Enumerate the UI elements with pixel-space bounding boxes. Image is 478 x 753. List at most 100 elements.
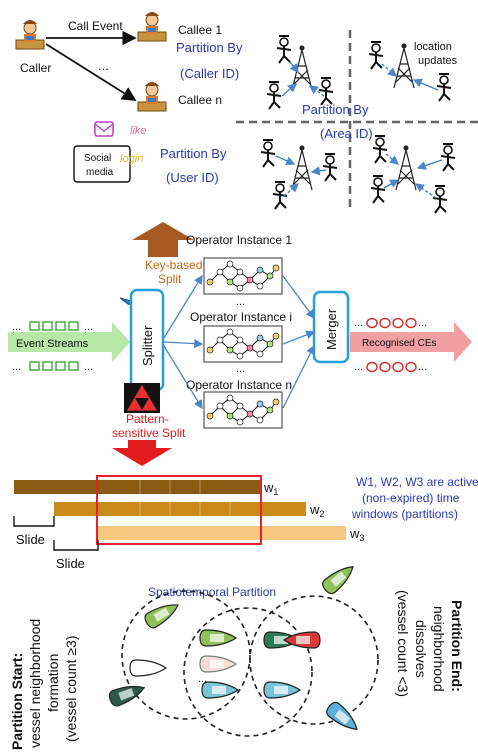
split-arrows bbox=[163, 274, 316, 410]
login-tag: login bbox=[120, 153, 143, 165]
vessel-icon bbox=[107, 679, 148, 709]
partition-start-label: Partition Start: bbox=[9, 653, 25, 750]
windows-desc-line-3: windows (partitions) bbox=[351, 507, 458, 521]
time-window-panel: w1 w2 w3 W1, W2, W3 are active (non-expi… bbox=[13, 475, 478, 571]
person-icon bbox=[370, 175, 386, 204]
caller-figure bbox=[15, 19, 45, 50]
partition-end-line-3: dissolves bbox=[413, 620, 429, 678]
operator-instance-1: Operator Instance 1 bbox=[186, 233, 292, 247]
operator-graph-i bbox=[203, 325, 283, 363]
call-ellipsis: ... bbox=[98, 58, 109, 73]
person-icon bbox=[322, 153, 338, 182]
partition-area-key: (Area ID) bbox=[320, 126, 373, 141]
partition-start-line-2: vessel neighborhood bbox=[27, 619, 43, 748]
person-icon bbox=[372, 135, 388, 164]
partition-caller-key: (Caller ID) bbox=[180, 66, 239, 81]
partition-end-line-4: (vessel count <3) bbox=[395, 590, 411, 697]
recognised-ovals bbox=[366, 317, 417, 373]
slide-label-2: Slide bbox=[56, 556, 85, 571]
pattern-split-arrow bbox=[112, 440, 172, 466]
key-split-label-b: Split bbox=[158, 272, 182, 286]
pattern-split-label-a: Pattern- bbox=[126, 412, 169, 426]
vessel-icon bbox=[263, 681, 301, 699]
recognised-dots-bottom-right: ... bbox=[418, 361, 427, 373]
window-w3-bar bbox=[98, 526, 346, 540]
graph-ellipsis-1: ... bbox=[236, 296, 245, 308]
partition-start-line-4: (vessel count ≥3) bbox=[63, 635, 79, 742]
person-icon bbox=[440, 143, 456, 172]
vessel-icon bbox=[201, 681, 239, 699]
tower-icon-3 bbox=[291, 144, 313, 191]
event-stream-squares bbox=[29, 321, 79, 371]
vessel-dots: ... bbox=[198, 673, 207, 685]
stream-dots-bottom-right: ... bbox=[84, 361, 93, 373]
vessel-icon bbox=[319, 559, 359, 597]
location-updates-label-a: location bbox=[414, 41, 452, 53]
area-panel: location updates Partition By (Area ID) bbox=[236, 30, 478, 214]
window-w1-bar bbox=[14, 480, 260, 494]
window-overlap-highlight bbox=[96, 475, 262, 545]
operator-instance-n: Operator Instance n bbox=[186, 378, 292, 392]
operator-graph-n bbox=[203, 391, 283, 429]
callee1-label: Callee 1 bbox=[178, 23, 222, 37]
social-label: Social bbox=[84, 153, 111, 164]
person-icon bbox=[318, 77, 334, 106]
operator-panel: Key-based Split Operator Instance 1 Oper… bbox=[8, 222, 472, 466]
slide-label-1: Slide bbox=[16, 532, 45, 547]
stream-dots-bottom-left: ... bbox=[12, 361, 21, 373]
partition-area-title: Partition By bbox=[302, 102, 369, 117]
windows-desc-line-2: (non-expired) time bbox=[362, 491, 460, 505]
splitter-label: Splitter bbox=[140, 325, 155, 366]
slide-brackets bbox=[13, 516, 99, 551]
operator-graph-1 bbox=[203, 257, 283, 295]
callee-n-figure bbox=[137, 81, 167, 112]
vessel-icon bbox=[199, 629, 237, 647]
event-streams-label: Event Streams bbox=[16, 338, 89, 350]
person-icon bbox=[260, 139, 276, 168]
mail-icon bbox=[94, 121, 114, 137]
recognised-label: Recognised CEs bbox=[362, 338, 436, 349]
graph-ellipsis-2: ... bbox=[236, 363, 245, 375]
recognised-dots-bottom-left: ... bbox=[354, 361, 363, 373]
key-split-arrow bbox=[132, 222, 194, 257]
stream-dots-top-left: ... bbox=[12, 321, 21, 333]
vessel-icon bbox=[129, 659, 167, 677]
w1-label: w1 bbox=[263, 480, 278, 497]
merger-label: Merger bbox=[324, 308, 339, 350]
call-arrow-n bbox=[45, 43, 137, 101]
tower-icon-2 bbox=[393, 42, 415, 89]
partition-end-label: Partition End: bbox=[449, 600, 465, 692]
pattern-split-label-b: sensitive Split bbox=[112, 426, 186, 440]
social-media-icon: Social media like login bbox=[73, 121, 147, 183]
operator-instance-i: Operator Instance i bbox=[190, 310, 292, 324]
recognised-dots-top-right: ... bbox=[418, 317, 427, 329]
event-streams-arrow bbox=[8, 322, 130, 362]
partition-caller-title: Partition By bbox=[176, 40, 243, 55]
w2-label: w2 bbox=[309, 502, 324, 519]
like-tag: like bbox=[130, 125, 147, 137]
callee-n-label: Callee n bbox=[178, 93, 222, 107]
w3-label: w3 bbox=[349, 526, 364, 543]
location-update-arrows bbox=[275, 61, 443, 199]
windows-desc-line-1: W1, W2, W3 are active bbox=[356, 475, 478, 489]
vessel-icon bbox=[199, 655, 237, 673]
merger-box bbox=[312, 290, 350, 364]
vessel-icon bbox=[323, 699, 363, 737]
partition-user-key: (User ID) bbox=[166, 170, 219, 185]
caller-panel: Caller Call Event ... Callee 1 Callee n … bbox=[15, 11, 243, 185]
partition-user-title: Partition By bbox=[160, 146, 227, 161]
stream-dots-top-right: ... bbox=[84, 321, 93, 333]
person-icon bbox=[368, 41, 384, 70]
key-split-label-a: Key-based bbox=[145, 258, 202, 272]
neighborhood-circles bbox=[121, 590, 379, 737]
window-w2-bar bbox=[54, 502, 306, 516]
spatiotemporal-panel: Spatiotemporal Partition ... Partition S… bbox=[9, 559, 465, 750]
partition-start-line-3: formation bbox=[45, 654, 61, 712]
partition-end-line-2: neighborhood bbox=[431, 606, 447, 692]
tower-icon-4 bbox=[395, 144, 417, 191]
window-segments bbox=[139, 480, 231, 516]
call-event-label: Call Event bbox=[68, 19, 123, 33]
spatiotemporal-title: Spatiotemporal Partition bbox=[148, 585, 276, 599]
caller-label: Caller bbox=[20, 61, 51, 75]
